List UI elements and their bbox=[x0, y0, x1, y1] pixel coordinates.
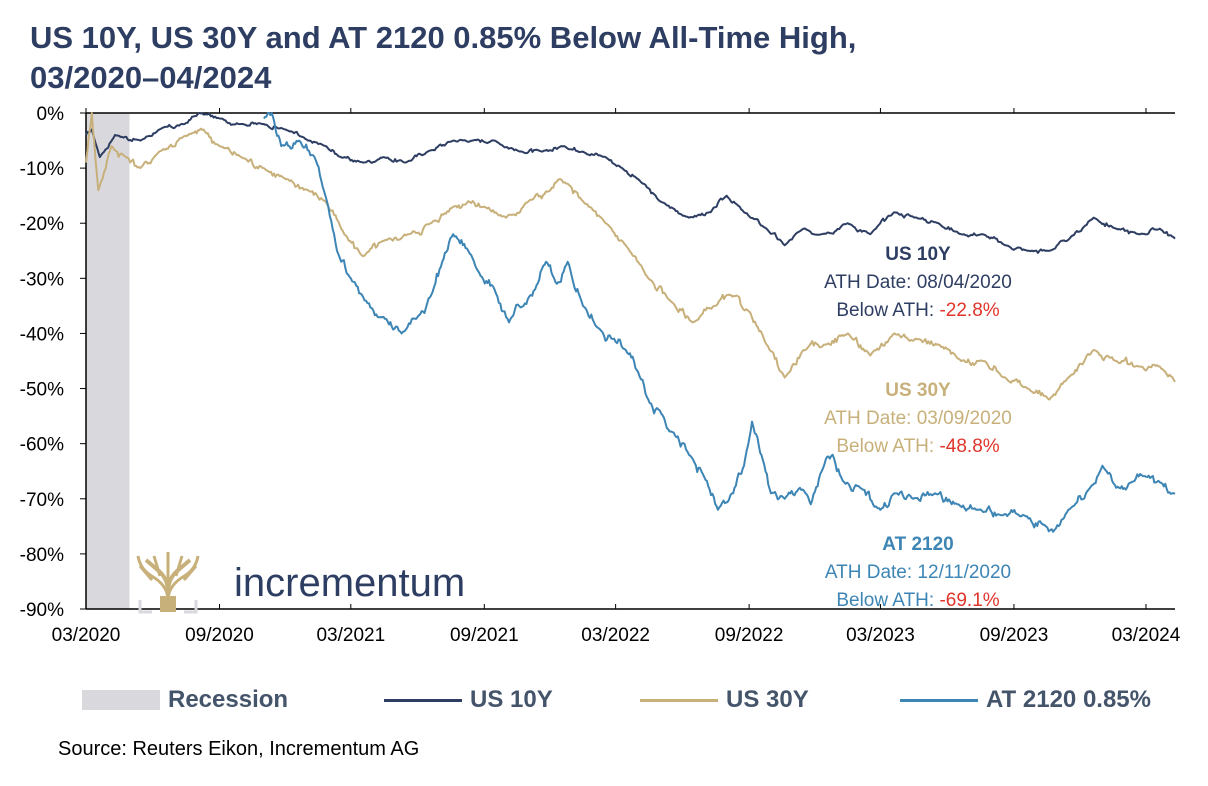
x-tick-label: 09/2021 bbox=[450, 625, 519, 646]
chart-title-line1: US 10Y, US 30Y and AT 2120 0.85% Below A… bbox=[30, 20, 857, 55]
y-tick-label: -90% bbox=[20, 600, 64, 621]
x-tick-label: 03/2022 bbox=[581, 625, 650, 646]
annotation-at2120-below-prefix: Below ATH: bbox=[836, 590, 939, 611]
incrementum-logo: incrementum bbox=[136, 552, 465, 614]
logo-frame-icon bbox=[138, 600, 198, 614]
x-tick-label: 03/2020 bbox=[52, 625, 121, 646]
annotation-at2120-name: AT 2120 bbox=[882, 534, 953, 555]
legend-recession-label: Recession bbox=[168, 686, 289, 713]
legend-us10y-label: US 10Y bbox=[470, 686, 553, 713]
chart-title-line2: 03/2020–04/2024 bbox=[30, 60, 272, 95]
legend-recession-swatch bbox=[82, 690, 160, 710]
x-tick-label: 03/2021 bbox=[316, 625, 385, 646]
y-tick-label: -40% bbox=[20, 324, 64, 345]
annotation-at2120: AT 2120 ATH Date: 12/11/2020 Below ATH: … bbox=[825, 534, 1011, 611]
annotation-us30y-below: Below ATH: -48.8% bbox=[836, 436, 999, 457]
logo-text: incrementum bbox=[234, 561, 465, 605]
legend-us30y-label: US 30Y bbox=[726, 686, 809, 713]
recession-band bbox=[86, 113, 130, 609]
y-tick-label: -20% bbox=[20, 214, 64, 235]
annotation-at2120-below-value: -69.1% bbox=[939, 590, 999, 611]
legend: Recession US 10Y US 30Y AT 2120 0.85% bbox=[82, 684, 1182, 716]
x-tick-label: 09/2020 bbox=[185, 625, 254, 646]
legend-us30y: US 30Y bbox=[640, 684, 809, 716]
series-layer bbox=[85, 112, 1176, 533]
annotation-us10y-below-value: -22.8% bbox=[939, 300, 999, 321]
y-tick-label: -70% bbox=[20, 490, 64, 511]
legend-at2120-swatch bbox=[900, 698, 978, 702]
tree-icon bbox=[136, 552, 200, 612]
annotation-us30y-name: US 30Y bbox=[885, 380, 951, 401]
annotation-at2120-ath: ATH Date: 12/11/2020 bbox=[825, 562, 1011, 583]
legend-us10y-swatch bbox=[384, 698, 462, 702]
annotation-at2120-below: Below ATH: -69.1% bbox=[836, 590, 999, 611]
series-line-at2120 bbox=[263, 112, 1176, 533]
y-tick-label: -30% bbox=[20, 269, 64, 290]
annotation-us10y-ath: ATH Date: 08/04/2020 bbox=[824, 272, 1012, 293]
annotation-us30y-ath: ATH Date: 03/09/2020 bbox=[824, 408, 1012, 429]
y-axis: 0% -10% -20% -30% -40% -50% -60% -70% -80% -90% bbox=[20, 104, 87, 621]
x-tick-label: 03/2024 bbox=[1112, 625, 1181, 646]
x-tick-label: 03/2023 bbox=[846, 625, 915, 646]
annotation-us30y-below-value: -48.8% bbox=[939, 436, 999, 457]
y-tick-label: -10% bbox=[20, 159, 64, 180]
x-axis: 03/2020 09/2020 03/2021 09/2021 03/2022 09/20… bbox=[52, 108, 1181, 646]
y-tick-label: -50% bbox=[20, 380, 64, 401]
annotation-us10y: US 10Y ATH Date: 08/04/2020 Below ATH: -… bbox=[824, 244, 1012, 321]
y-tick-label: 0% bbox=[37, 104, 65, 125]
annotation-us10y-below: Below ATH: -22.8% bbox=[836, 300, 999, 321]
legend-at2120-label: AT 2120 0.85% bbox=[986, 686, 1151, 713]
chart-title: US 10Y, US 30Y and AT 2120 0.85% Below A… bbox=[30, 18, 1180, 98]
series-line-us30y bbox=[85, 112, 1176, 401]
annotation-us30y-below-prefix: Below ATH: bbox=[836, 436, 939, 457]
annotation-us10y-below-prefix: Below ATH: bbox=[836, 300, 939, 321]
series-line-us10y bbox=[85, 112, 1176, 254]
x-tick-label: 09/2022 bbox=[715, 625, 784, 646]
legend-recession: Recession bbox=[82, 684, 288, 716]
legend-at2120: AT 2120 0.85% bbox=[900, 684, 1151, 716]
source-note: Source: Reuters Eikon, Incrementum AG bbox=[58, 738, 420, 760]
legend-us10y: US 10Y bbox=[384, 684, 553, 716]
legend-us30y-swatch bbox=[640, 698, 718, 702]
line-chart: 0% -10% -20% -30% -40% -50% -60% -70% -80% -90% 0… bbox=[20, 104, 1181, 646]
annotation-us10y-name: US 10Y bbox=[885, 244, 951, 265]
y-tick-label: -80% bbox=[20, 545, 64, 566]
y-tick-label: -60% bbox=[20, 435, 64, 456]
x-tick-label: 09/2023 bbox=[980, 625, 1049, 646]
annotation-us30y: US 30Y ATH Date: 03/09/2020 Below ATH: -… bbox=[824, 380, 1012, 457]
